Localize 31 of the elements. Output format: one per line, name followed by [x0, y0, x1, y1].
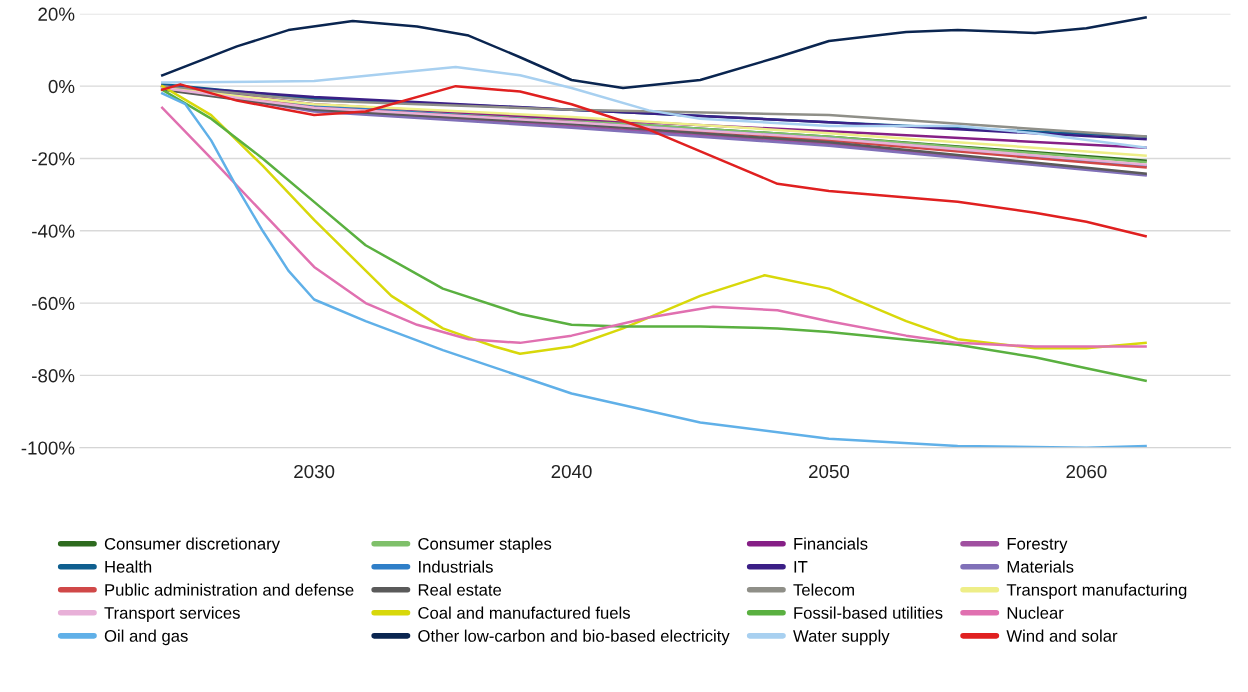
- legend-label: Health: [105, 560, 152, 573]
- legend-label: IT: [794, 561, 808, 573]
- y-tick-label: -100%: [21, 441, 75, 455]
- x-tick-label: 2030: [294, 464, 335, 479]
- legend-label: Nuclear: [1007, 606, 1064, 619]
- y-tick-label: -80%: [32, 369, 75, 383]
- x-tick-label: 2050: [809, 464, 850, 479]
- legend-label: Transport manufacturing: [1006, 583, 1187, 600]
- legend-label: Coal and manufactured fuels: [418, 606, 630, 619]
- legend-label: Financials: [794, 537, 868, 550]
- legend-label: Industrials: [419, 560, 493, 573]
- legend-label: Wind and solar: [1006, 629, 1118, 642]
- y-tick-label: -60%: [32, 296, 75, 311]
- legend-label: Consumer staples: [418, 537, 552, 553]
- x-tick-label: 2040: [551, 464, 592, 479]
- y-tick-label: 20%: [38, 7, 75, 21]
- legend-label: Water supply: [793, 629, 890, 646]
- legend-label: Forestry: [1007, 538, 1068, 553]
- x-tick-label: 2060: [1066, 464, 1107, 479]
- y-tick-label: -20%: [32, 152, 75, 166]
- legend-label: Public administration and defense: [105, 583, 354, 596]
- legend-label: Oil and gas: [104, 629, 188, 646]
- legend-label: Fossil-based utilities: [794, 606, 943, 619]
- legend-label: Real estate: [418, 583, 502, 596]
- legend-label: Consumer discretionary: [104, 537, 280, 553]
- legend-label: Other low-carbon and bio-based electricity: [418, 629, 730, 646]
- legend-label: Materials: [1007, 560, 1074, 573]
- legend-label: Telecom: [793, 583, 854, 596]
- legend-label: Transport services: [104, 606, 240, 623]
- y-tick-label: -40%: [32, 224, 75, 238]
- y-tick-label: 0%: [48, 79, 75, 94]
